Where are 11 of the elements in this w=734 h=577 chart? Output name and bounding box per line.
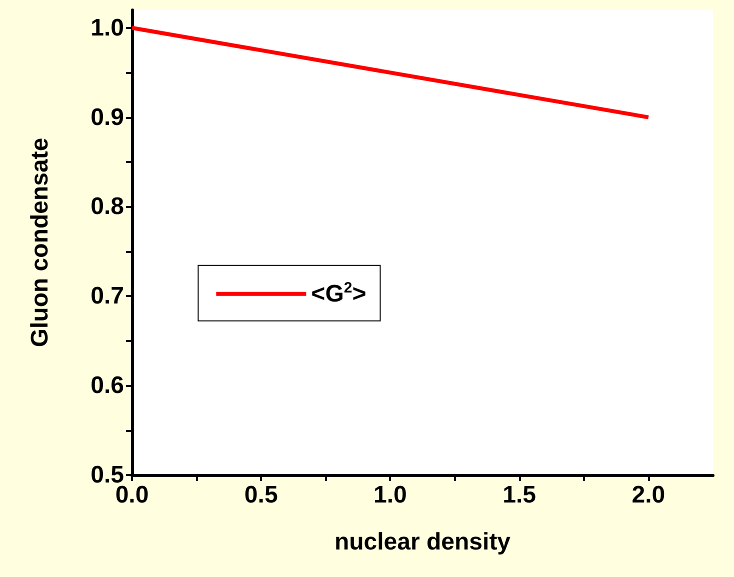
y-tick-label: 0.9 xyxy=(90,104,124,131)
x-tick-label: 1.0 xyxy=(374,482,407,508)
y-tick-label: 0.7 xyxy=(90,282,124,310)
y-tick-label: 0.6 xyxy=(90,372,124,400)
y-axis-title: Gluon condensate xyxy=(26,138,54,348)
x-axis-title: nuclear density xyxy=(334,528,512,556)
y-tick-label: 0.8 xyxy=(90,193,124,220)
y-tick-label: 1.0 xyxy=(90,14,124,42)
x-tick-label: 2.0 xyxy=(632,482,666,508)
x-tick-label: 0.5 xyxy=(244,482,278,508)
x-tick-label: 1.5 xyxy=(502,482,536,508)
